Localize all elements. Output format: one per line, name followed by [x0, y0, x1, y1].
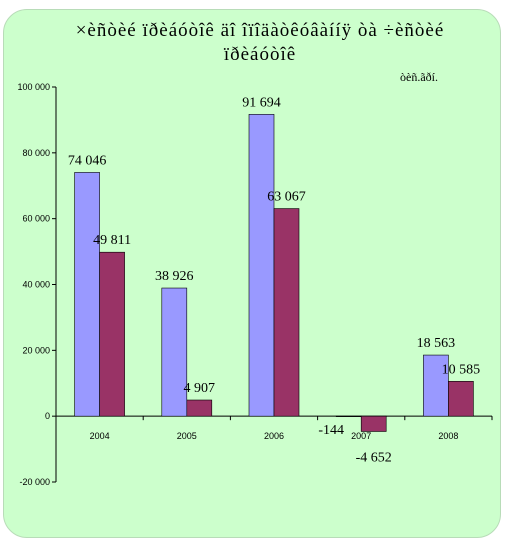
data-label: 74 046	[68, 153, 107, 168]
x-tick-label: 2008	[438, 431, 458, 441]
x-tick-label: 2007	[351, 431, 371, 441]
data-label: -4 652	[356, 450, 392, 465]
data-label: 63 067	[267, 190, 306, 205]
data-label: 49 811	[93, 233, 131, 248]
chart-title-line-2: ïðèáóòîê	[223, 44, 297, 65]
bar-series-1	[248, 114, 275, 417]
bar-series-1	[161, 287, 188, 417]
bar-series-2	[186, 399, 213, 417]
bar-series-1	[335, 415, 362, 417]
y-tick-label: 20 000	[22, 345, 50, 355]
bar-series-2	[360, 415, 387, 432]
chart-unit-label: òèñ.ãðí.	[400, 70, 438, 84]
bar-series-2	[448, 381, 474, 417]
bar-series-1	[74, 172, 100, 417]
data-label: 4 907	[184, 381, 216, 396]
y-tick-label: -20 000	[19, 477, 50, 487]
data-label: -144	[318, 423, 344, 438]
bar-series-1	[423, 354, 449, 417]
y-tick-label: 40 000	[22, 280, 50, 290]
data-label: 38 926	[155, 269, 194, 284]
y-tick-label: 60 000	[22, 214, 50, 224]
data-label: 18 563	[417, 336, 456, 351]
data-label: 91 694	[242, 95, 281, 110]
data-label: 10 585	[442, 362, 481, 377]
bar-series-2	[99, 251, 125, 417]
y-tick-label: 100 000	[17, 82, 50, 92]
x-tick-label: 2006	[264, 431, 284, 441]
y-tick-label: 80 000	[22, 148, 50, 158]
y-tick-label: 0	[45, 411, 50, 421]
x-tick-label: 2004	[90, 431, 110, 441]
x-tick-label: 2005	[177, 431, 197, 441]
chart-title-line-1: ×èñòèé ïðèáóòîê äî îïîäàòêóâàííÿ òà ÷èñò…	[75, 20, 445, 41]
bar-series-2	[273, 208, 300, 417]
